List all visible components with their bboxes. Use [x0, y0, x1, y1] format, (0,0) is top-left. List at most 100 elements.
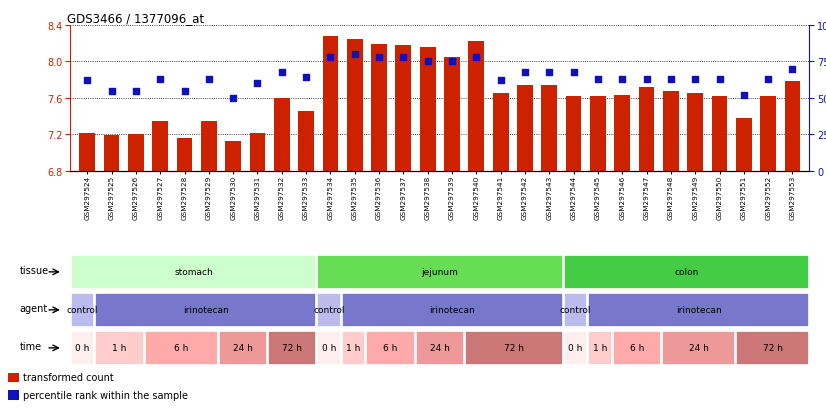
Text: 24 h: 24 h [430, 344, 450, 353]
Text: GDS3466 / 1377096_at: GDS3466 / 1377096_at [67, 12, 204, 25]
Bar [760, 97, 776, 171]
Bar [347, 40, 363, 171]
Bar [342, 331, 365, 365]
Bar [712, 97, 728, 171]
Bar [785, 82, 800, 171]
Bar [468, 42, 484, 171]
Bar [95, 293, 316, 327]
Point [543, 69, 556, 76]
Bar [566, 97, 582, 171]
Text: 0 h: 0 h [322, 344, 336, 353]
Bar [396, 46, 411, 171]
Text: 1 h: 1 h [112, 344, 126, 353]
Bar [493, 94, 509, 171]
Text: percentile rank within the sample: percentile rank within the sample [23, 390, 188, 400]
Point [202, 76, 216, 83]
Text: 0 h: 0 h [568, 344, 582, 353]
Bar [8, 390, 19, 400]
Bar [588, 331, 612, 365]
Text: control: control [313, 306, 344, 315]
Bar [71, 331, 94, 365]
Point [348, 52, 361, 58]
Text: irinotecan: irinotecan [183, 306, 229, 315]
Text: irinotecan: irinotecan [430, 306, 475, 315]
Bar [736, 119, 752, 171]
Bar [615, 96, 630, 171]
Point [396, 55, 410, 61]
Text: colon: colon [674, 268, 699, 277]
Bar [322, 37, 339, 171]
Bar [128, 135, 144, 171]
Point [689, 76, 702, 83]
Bar [563, 293, 587, 327]
Point [519, 69, 532, 76]
Bar [444, 58, 460, 171]
Bar [465, 331, 563, 365]
Text: 6 h: 6 h [383, 344, 398, 353]
Point [129, 88, 142, 95]
Bar [249, 134, 265, 171]
Bar [415, 331, 464, 365]
Text: irinotecan: irinotecan [676, 306, 721, 315]
Point [762, 76, 775, 83]
Point [300, 75, 313, 81]
Text: control: control [67, 306, 98, 315]
Text: transformed count: transformed count [23, 373, 113, 382]
Bar [317, 293, 341, 327]
Bar [638, 88, 654, 171]
Text: tissue: tissue [20, 265, 49, 275]
Point [664, 76, 677, 83]
Point [591, 76, 605, 83]
Bar [95, 331, 144, 365]
Bar [268, 331, 316, 365]
Bar [71, 255, 316, 289]
Point [786, 66, 799, 73]
Text: 72 h: 72 h [282, 344, 302, 353]
Bar [201, 121, 216, 171]
Bar [219, 331, 267, 365]
Text: 72 h: 72 h [762, 344, 782, 353]
Text: 1 h: 1 h [593, 344, 607, 353]
Point [738, 93, 751, 99]
Bar [274, 99, 290, 171]
Point [373, 55, 386, 61]
Point [567, 69, 580, 76]
Text: control: control [560, 306, 591, 315]
Text: agent: agent [20, 303, 48, 313]
Bar [145, 331, 217, 365]
Bar [687, 94, 703, 171]
Text: 0 h: 0 h [75, 344, 90, 353]
Bar [79, 133, 95, 171]
Text: 24 h: 24 h [233, 344, 253, 353]
Bar [317, 331, 341, 365]
Point [324, 55, 337, 61]
Bar [662, 331, 735, 365]
Point [154, 76, 167, 83]
Point [445, 59, 458, 66]
Bar [367, 331, 415, 365]
Bar [342, 293, 563, 327]
Bar [736, 331, 809, 365]
Text: 6 h: 6 h [629, 344, 644, 353]
Point [494, 78, 507, 84]
Point [81, 78, 94, 84]
Point [640, 76, 653, 83]
Bar [588, 293, 809, 327]
Bar [371, 45, 387, 171]
Point [421, 59, 434, 66]
Bar [613, 331, 661, 365]
Point [615, 76, 629, 83]
Point [275, 69, 288, 76]
Bar [420, 47, 435, 171]
Bar [103, 136, 120, 171]
Bar [71, 293, 94, 327]
Bar [8, 373, 19, 382]
Bar [177, 139, 192, 171]
Bar [225, 141, 241, 171]
Bar [563, 255, 809, 289]
Point [226, 95, 240, 102]
Text: jejunum: jejunum [421, 268, 458, 277]
Bar [563, 331, 587, 365]
Bar [298, 112, 314, 171]
Bar [317, 255, 563, 289]
